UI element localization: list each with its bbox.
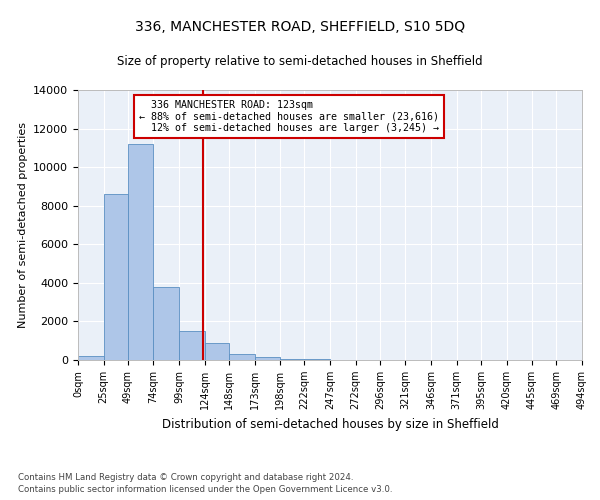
Text: 336 MANCHESTER ROAD: 123sqm
← 88% of semi-detached houses are smaller (23,616)
 : 336 MANCHESTER ROAD: 123sqm ← 88% of sem… — [139, 100, 439, 133]
Bar — [280, 359, 304, 360]
Text: Size of property relative to semi-detached houses in Sheffield: Size of property relative to semi-detach… — [117, 55, 483, 68]
Text: 336, MANCHESTER ROAD, SHEFFIELD, S10 5DQ: 336, MANCHESTER ROAD, SHEFFIELD, S10 5DQ — [135, 20, 465, 34]
Bar — [128, 144, 154, 360]
Bar — [78, 356, 104, 360]
Bar — [254, 357, 280, 360]
Bar — [205, 342, 229, 360]
Text: Contains HM Land Registry data © Crown copyright and database right 2024.: Contains HM Land Registry data © Crown c… — [18, 473, 353, 482]
Bar — [104, 194, 128, 360]
Bar — [154, 286, 179, 360]
Text: Contains public sector information licensed under the Open Government Licence v3: Contains public sector information licen… — [18, 486, 392, 494]
Y-axis label: Number of semi-detached properties: Number of semi-detached properties — [17, 122, 28, 328]
Bar — [179, 331, 205, 360]
X-axis label: Distribution of semi-detached houses by size in Sheffield: Distribution of semi-detached houses by … — [161, 418, 499, 430]
Bar — [229, 354, 254, 360]
